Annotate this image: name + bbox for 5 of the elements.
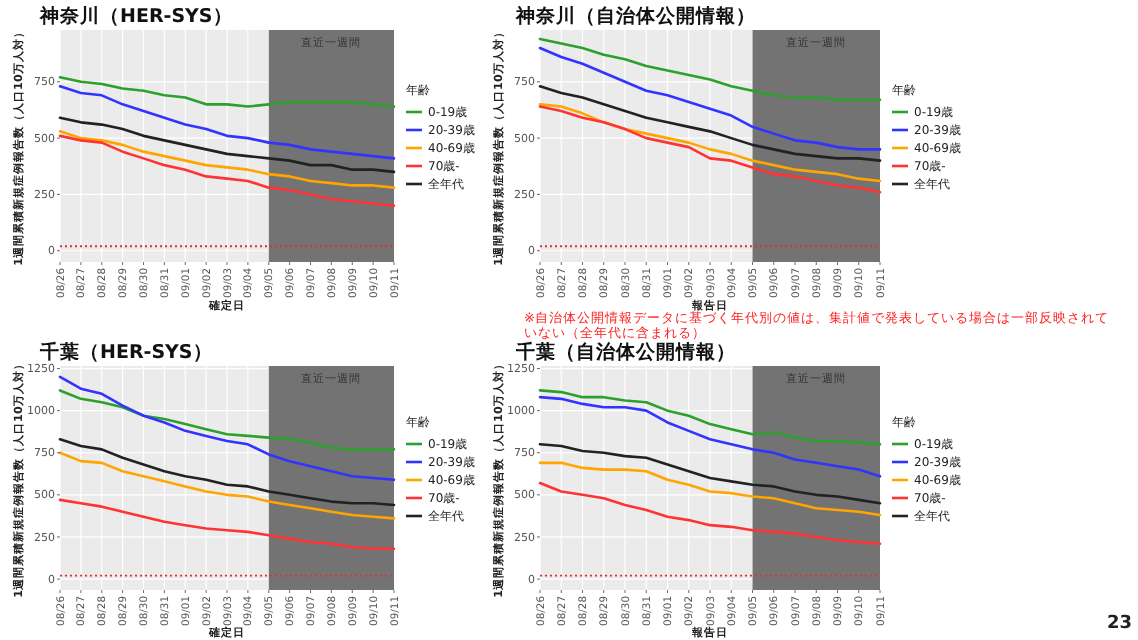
text: 23 xyxy=(1106,614,1132,634)
chart-title: 神奈川（HER-SYS） xyxy=(38,4,233,28)
chart-title: 千葉（自治体公開情報） xyxy=(514,340,736,364)
chart-title: 千葉（HER-SYS） xyxy=(38,340,213,364)
chart-title: 神奈川（自治体公開情報） xyxy=(514,4,756,28)
